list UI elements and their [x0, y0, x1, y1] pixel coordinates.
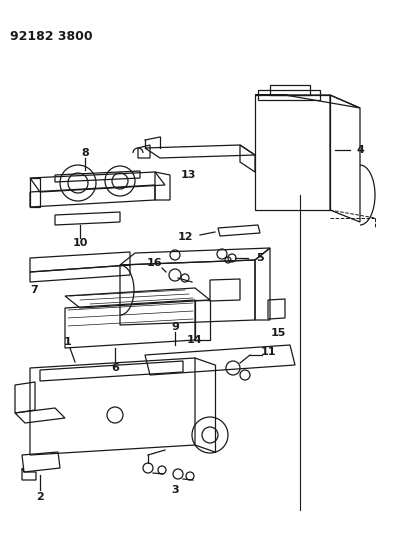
Text: 6: 6	[111, 363, 119, 373]
Text: 11: 11	[260, 347, 276, 357]
Text: 92182 3800: 92182 3800	[10, 30, 93, 43]
Text: 2: 2	[36, 492, 44, 502]
Text: 14: 14	[187, 335, 203, 345]
Text: 1: 1	[64, 337, 72, 347]
Text: 4: 4	[356, 145, 364, 155]
Text: 13: 13	[180, 170, 196, 180]
Text: 3: 3	[171, 485, 179, 495]
Text: 7: 7	[30, 285, 38, 295]
Text: 12: 12	[177, 232, 193, 242]
Text: 16: 16	[147, 258, 163, 268]
Text: 5: 5	[256, 253, 264, 263]
Text: 15: 15	[270, 328, 286, 338]
Text: 10: 10	[72, 238, 88, 248]
Text: 9: 9	[171, 322, 179, 332]
Text: 8: 8	[81, 148, 89, 158]
